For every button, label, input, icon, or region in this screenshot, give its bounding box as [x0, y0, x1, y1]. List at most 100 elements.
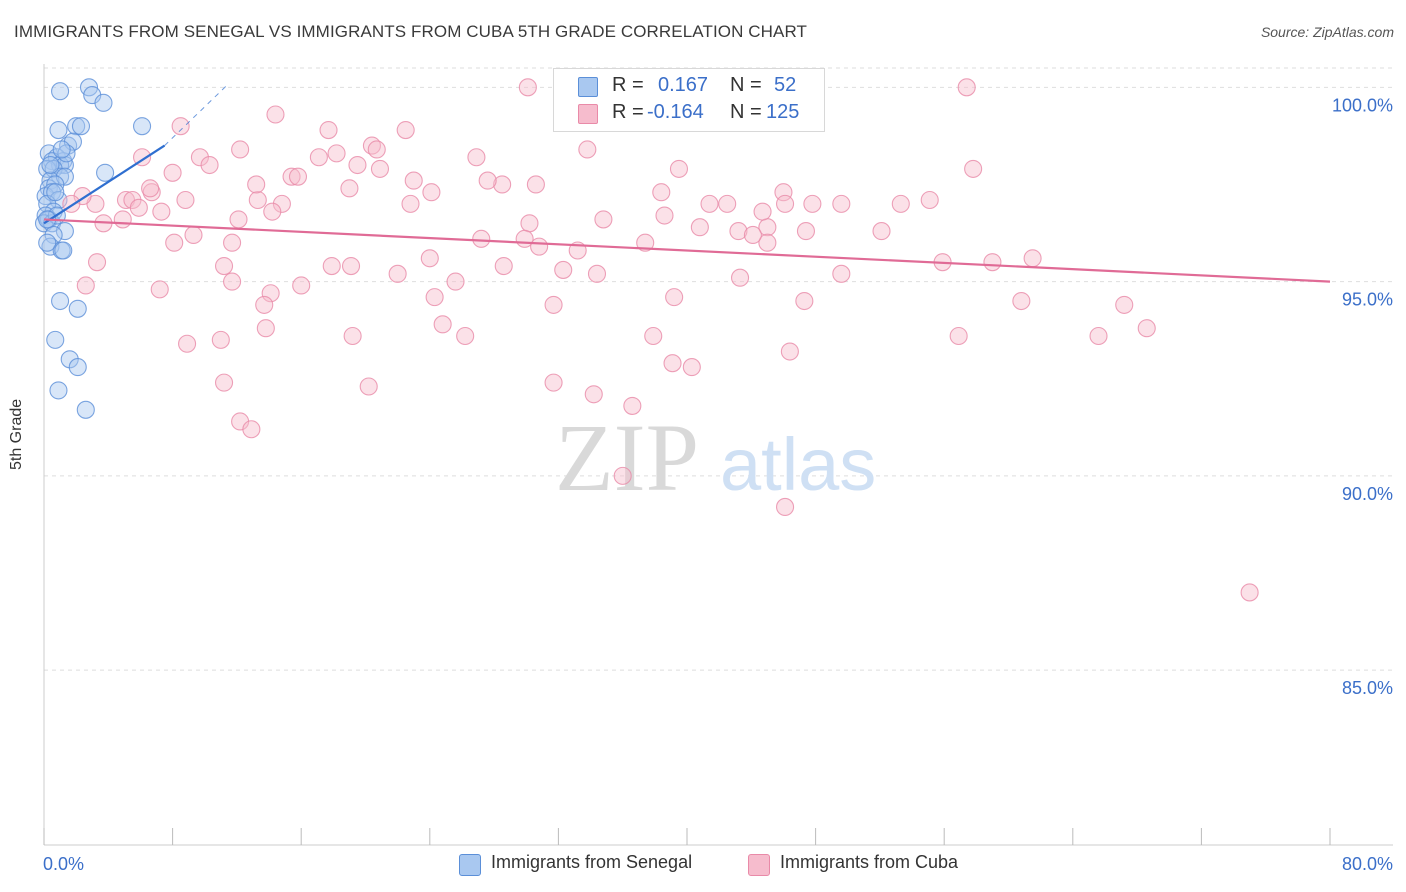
- senegal-point: [68, 299, 87, 318]
- cuba-point: [433, 315, 452, 334]
- cuba-point: [832, 264, 851, 283]
- cuba-point: [776, 497, 795, 517]
- senegal-point: [67, 117, 86, 136]
- cuba-point: [718, 194, 737, 213]
- cuba-point: [422, 183, 441, 202]
- cuba-point: [700, 194, 719, 213]
- x-tick-label-max: 80.0%: [1342, 854, 1393, 874]
- cuba-point: [163, 163, 182, 182]
- cuba-point: [261, 284, 280, 303]
- cuba-point: [256, 319, 275, 338]
- senegal-trend-extension: [164, 83, 230, 146]
- cuba-point: [743, 225, 762, 245]
- y-tick-label: 95.0%: [1342, 290, 1393, 310]
- cuba-point: [141, 179, 160, 198]
- cuba-point: [282, 167, 301, 186]
- senegal-point: [51, 82, 70, 101]
- cuba-point: [1012, 291, 1031, 311]
- cuba-point: [288, 167, 308, 186]
- cuba-point: [957, 78, 976, 97]
- axes: [43, 64, 1393, 846]
- cuba-point: [655, 206, 674, 225]
- cuba-point: [518, 78, 537, 97]
- cuba-point: [341, 256, 361, 276]
- cuba-point: [652, 183, 671, 202]
- legend-n-value: 52: [774, 74, 797, 96]
- cuba-point: [456, 326, 475, 346]
- cuba-point: [1137, 319, 1156, 338]
- cuba-point: [682, 358, 701, 377]
- cuba-point: [776, 194, 795, 213]
- cuba-point: [554, 260, 573, 279]
- bottom-legend-label-senegal: Immigrants from Senegal: [491, 852, 693, 872]
- senegal-point: [54, 241, 73, 260]
- senegal-point: [55, 222, 74, 241]
- cuba-point: [758, 233, 777, 252]
- trend-lines: [43, 83, 1331, 283]
- cuba-point: [255, 295, 274, 314]
- cuba-point: [795, 291, 814, 311]
- legend-r-label: R =: [612, 101, 644, 123]
- cuba-point: [669, 159, 689, 178]
- cuba-point: [87, 253, 107, 272]
- cuba-point: [242, 420, 261, 439]
- cuba-point: [165, 233, 184, 252]
- cuba-point: [493, 175, 512, 194]
- cuba-point: [730, 268, 750, 287]
- cuba-point: [494, 256, 513, 276]
- bottom-legend-swatch-senegal: [459, 854, 481, 876]
- source-label: Source: ZipAtlas.com: [1260, 24, 1394, 40]
- cuba-point: [578, 140, 597, 159]
- legend-row-senegal: R = 0.167 N = 52: [554, 74, 824, 100]
- correlation-legend: R = 0.167 N = 52 R = -0.164 N = 125: [553, 68, 825, 132]
- legend-n-label: N =: [730, 101, 762, 123]
- senegal-point: [49, 381, 68, 400]
- senegal-point: [94, 93, 113, 112]
- y-tick-label: 85.0%: [1342, 678, 1393, 698]
- cuba-point: [231, 140, 250, 159]
- senegal-point: [76, 400, 95, 419]
- cuba-point: [872, 222, 891, 241]
- cuba-point: [690, 218, 709, 237]
- cuba-point: [780, 342, 799, 361]
- legend-r-label: R =: [612, 74, 644, 96]
- cuba-point: [214, 256, 234, 276]
- cuba-point: [229, 210, 248, 229]
- cuba-point: [113, 210, 132, 229]
- cuba-point: [223, 272, 242, 291]
- cuba-point: [340, 179, 359, 198]
- cuba-point: [613, 466, 632, 485]
- cuba-point: [472, 229, 491, 248]
- cuba-point: [176, 190, 195, 210]
- cuba-point: [133, 148, 152, 167]
- cuba-point: [467, 148, 486, 167]
- cuba-point: [803, 194, 822, 213]
- cuba-point: [983, 253, 1002, 272]
- cuba-point: [359, 377, 378, 396]
- y-tick-label: 90.0%: [1342, 484, 1393, 504]
- cuba-point: [891, 194, 910, 213]
- cuba-point: [388, 264, 407, 283]
- cuba-point: [1240, 583, 1259, 602]
- legend-r-value: 0.167: [658, 74, 709, 96]
- cuba-point: [319, 121, 338, 140]
- senegal-point: [49, 121, 68, 140]
- cuba-point: [594, 210, 613, 229]
- senegal-point: [52, 140, 71, 159]
- senegal-trend-line: [43, 144, 166, 225]
- y-tick-label: 100.0%: [1332, 95, 1393, 115]
- cuba-point: [520, 214, 539, 233]
- cuba-point: [200, 155, 219, 175]
- cuba-point: [729, 222, 748, 241]
- gridlines: [44, 67, 1393, 671]
- cuba-point: [665, 288, 684, 307]
- cuba-point: [530, 237, 549, 256]
- cuba-point: [171, 117, 190, 136]
- cuba-point: [425, 288, 444, 307]
- cuba-point: [544, 295, 563, 314]
- cuba-point: [211, 330, 230, 349]
- cuba-point: [129, 198, 148, 217]
- senegal-point: [51, 291, 70, 311]
- watermark-atlas: atlas: [720, 423, 876, 506]
- cuba-trend-line: [43, 218, 1331, 283]
